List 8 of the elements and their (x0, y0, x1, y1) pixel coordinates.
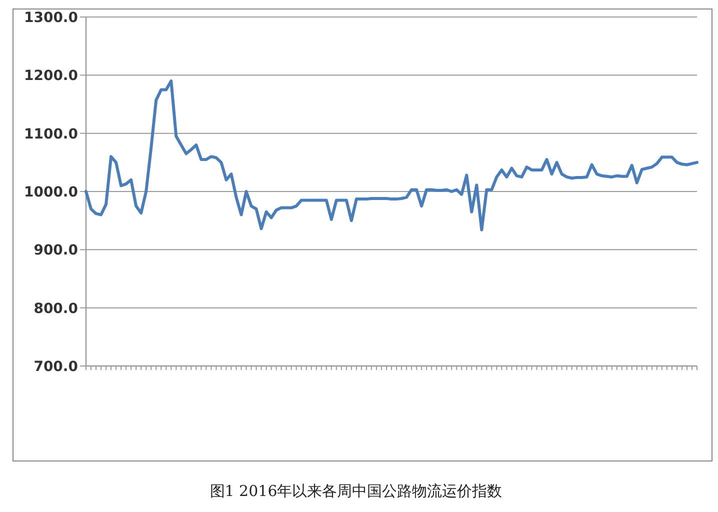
y-tick-label: 700.0 (34, 359, 78, 375)
y-tick-label: 1000.0 (24, 184, 78, 200)
y-tick-label: 1300.0 (24, 10, 78, 26)
y-tick-label: 800.0 (34, 300, 78, 317)
y-tick-label: 900.0 (34, 242, 78, 259)
text: 图1 2016年以来各周中国公路物流运价指数 (210, 482, 502, 500)
y-tick-label: 1100.0 (24, 126, 78, 142)
y-tick-label: 1200.0 (24, 68, 78, 84)
